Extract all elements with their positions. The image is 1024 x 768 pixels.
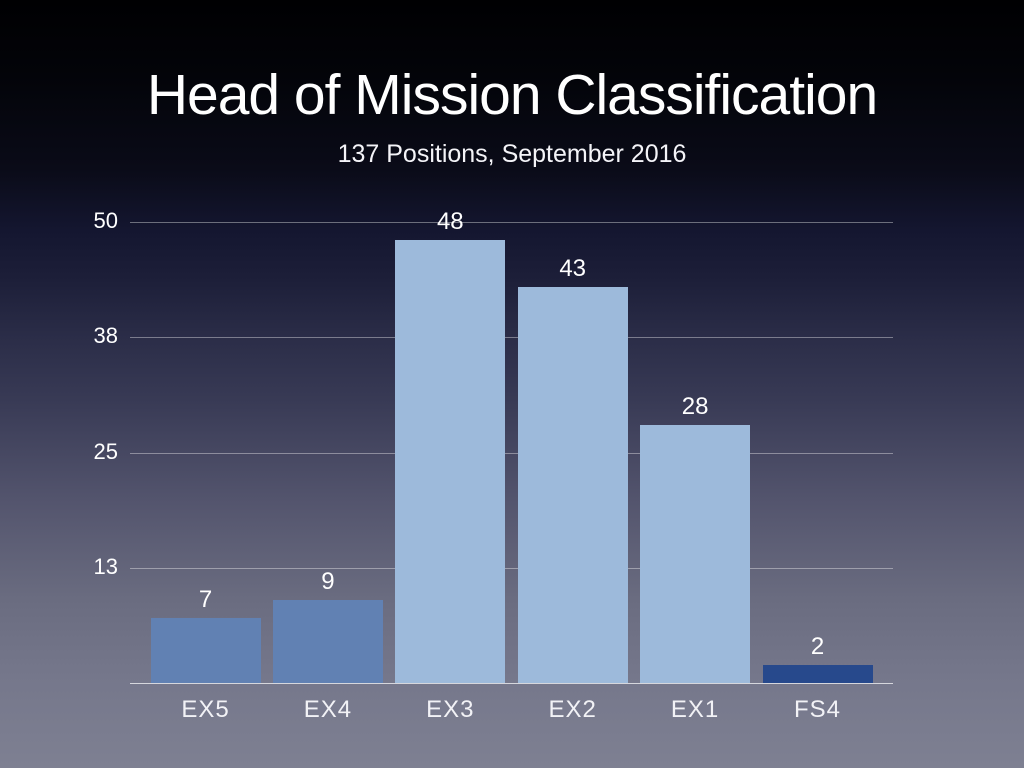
x-axis-line bbox=[130, 683, 893, 684]
y-gridline bbox=[130, 337, 893, 339]
y-axis-tick-label: 13 bbox=[93, 553, 118, 579]
bar-value-label: 7 bbox=[198, 586, 213, 614]
y-gridline bbox=[130, 452, 893, 454]
x-axis-category-label: EX3 bbox=[426, 696, 475, 723]
x-axis-category-label: EX4 bbox=[303, 696, 353, 723]
bar-EX2 bbox=[517, 286, 628, 683]
y-axis-tick-label: 38 bbox=[93, 323, 118, 349]
bar-EX4 bbox=[272, 600, 383, 683]
y-gridline bbox=[130, 567, 893, 569]
bar-EX3 bbox=[395, 240, 506, 683]
bar-value-label: 48 bbox=[436, 208, 464, 236]
bar-value-label: 43 bbox=[559, 254, 587, 282]
bar-EX5 bbox=[150, 618, 261, 683]
x-axis-category-label: EX5 bbox=[181, 696, 230, 723]
y-gridline bbox=[130, 222, 893, 223]
slide-title: Head of Mission Classification bbox=[146, 63, 878, 127]
bar-value-label: 28 bbox=[681, 392, 709, 420]
bar-FS4 bbox=[762, 664, 873, 683]
bar-EX1 bbox=[640, 424, 751, 683]
y-axis-tick-label: 50 bbox=[93, 207, 118, 233]
bar-value-label: 2 bbox=[810, 632, 825, 660]
slide-subtitle: 137 Positions, September 2016 bbox=[337, 140, 687, 168]
x-axis-category-label: EX2 bbox=[548, 696, 597, 723]
bar-value-label: 9 bbox=[321, 568, 335, 596]
y-axis-tick-label: 25 bbox=[93, 438, 118, 464]
x-axis-category-label: EX1 bbox=[670, 696, 720, 723]
x-axis-category-label: FS4 bbox=[793, 696, 841, 723]
